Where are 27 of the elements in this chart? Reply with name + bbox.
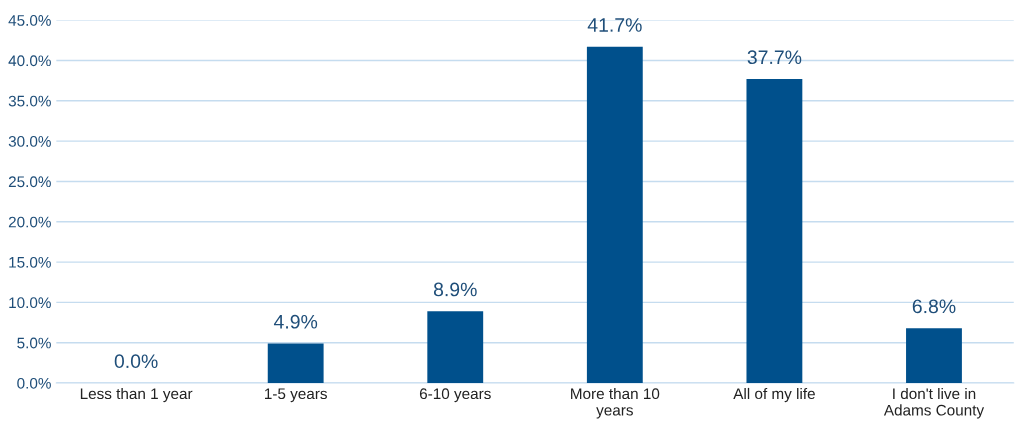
data-label: 41.7% xyxy=(587,18,642,32)
bar xyxy=(746,79,803,384)
y-tick-label: 20.0% xyxy=(8,216,51,228)
data-label: 0.0% xyxy=(114,354,158,369)
bar xyxy=(427,311,484,384)
x-tick-label: 1-5 years xyxy=(265,388,327,403)
y-tick-label: 10.0% xyxy=(9,297,51,309)
bar xyxy=(906,328,962,384)
y-tick-label: 45.0% xyxy=(8,15,51,26)
data-label: 6.8% xyxy=(912,299,956,314)
y-tick-label: 5.0% xyxy=(17,337,51,349)
x-tick-label: Less than 1 year xyxy=(80,387,193,403)
bar xyxy=(586,46,643,384)
y-tick-label: 40.0% xyxy=(8,55,51,67)
bar xyxy=(267,343,324,384)
x-tick-label: More than 10 years xyxy=(571,387,660,419)
data-label: 37.7% xyxy=(747,50,802,65)
y-tick-label: 0.0% xyxy=(17,377,51,389)
data-label: 8.9% xyxy=(433,282,477,297)
x-tick-label: 6-10 years xyxy=(419,388,491,403)
x-tick-label: All of my life xyxy=(733,387,815,403)
data-label: 4.9% xyxy=(273,314,318,329)
y-tick-label: 30.0% xyxy=(8,135,51,147)
x-tick-label: I don't live in Adams County xyxy=(883,387,985,419)
y-tick-label: 35.0% xyxy=(8,95,51,107)
y-tick-label: 15.0% xyxy=(9,256,51,268)
y-tick-label: 25.0% xyxy=(8,176,51,188)
